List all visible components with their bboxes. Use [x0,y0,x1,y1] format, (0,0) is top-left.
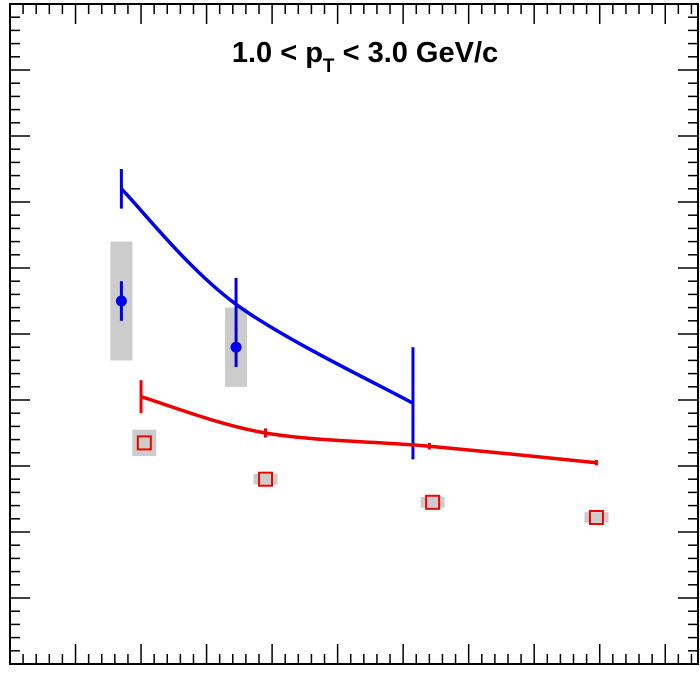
systematic-box [253,473,278,485]
chart-title-suffix: < 3.0 GeV/c [335,37,499,69]
model-curve-2 [140,395,597,465]
chart-title: 1.0 < pT < 3.0 GeV/c [232,37,498,77]
systematic-box [132,429,157,457]
data-point-square [588,509,604,525]
data-point-circle [230,341,242,353]
data-point-circle [115,295,127,307]
systematic-box [584,512,609,523]
systematic-box [420,497,445,508]
chart-marks [110,169,609,525]
data-point-square [425,494,441,510]
data-point-square [258,471,274,487]
data-point-square [136,435,152,451]
chart-title-subscript: T [323,56,335,77]
axis-ticks [9,3,698,665]
chart-title-main: 1.0 < p [232,37,323,69]
